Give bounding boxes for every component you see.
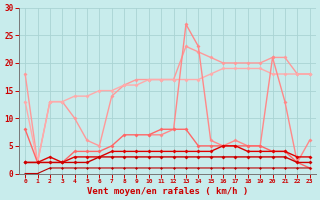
X-axis label: Vent moyen/en rafales ( km/h ): Vent moyen/en rafales ( km/h ) — [87, 187, 248, 196]
